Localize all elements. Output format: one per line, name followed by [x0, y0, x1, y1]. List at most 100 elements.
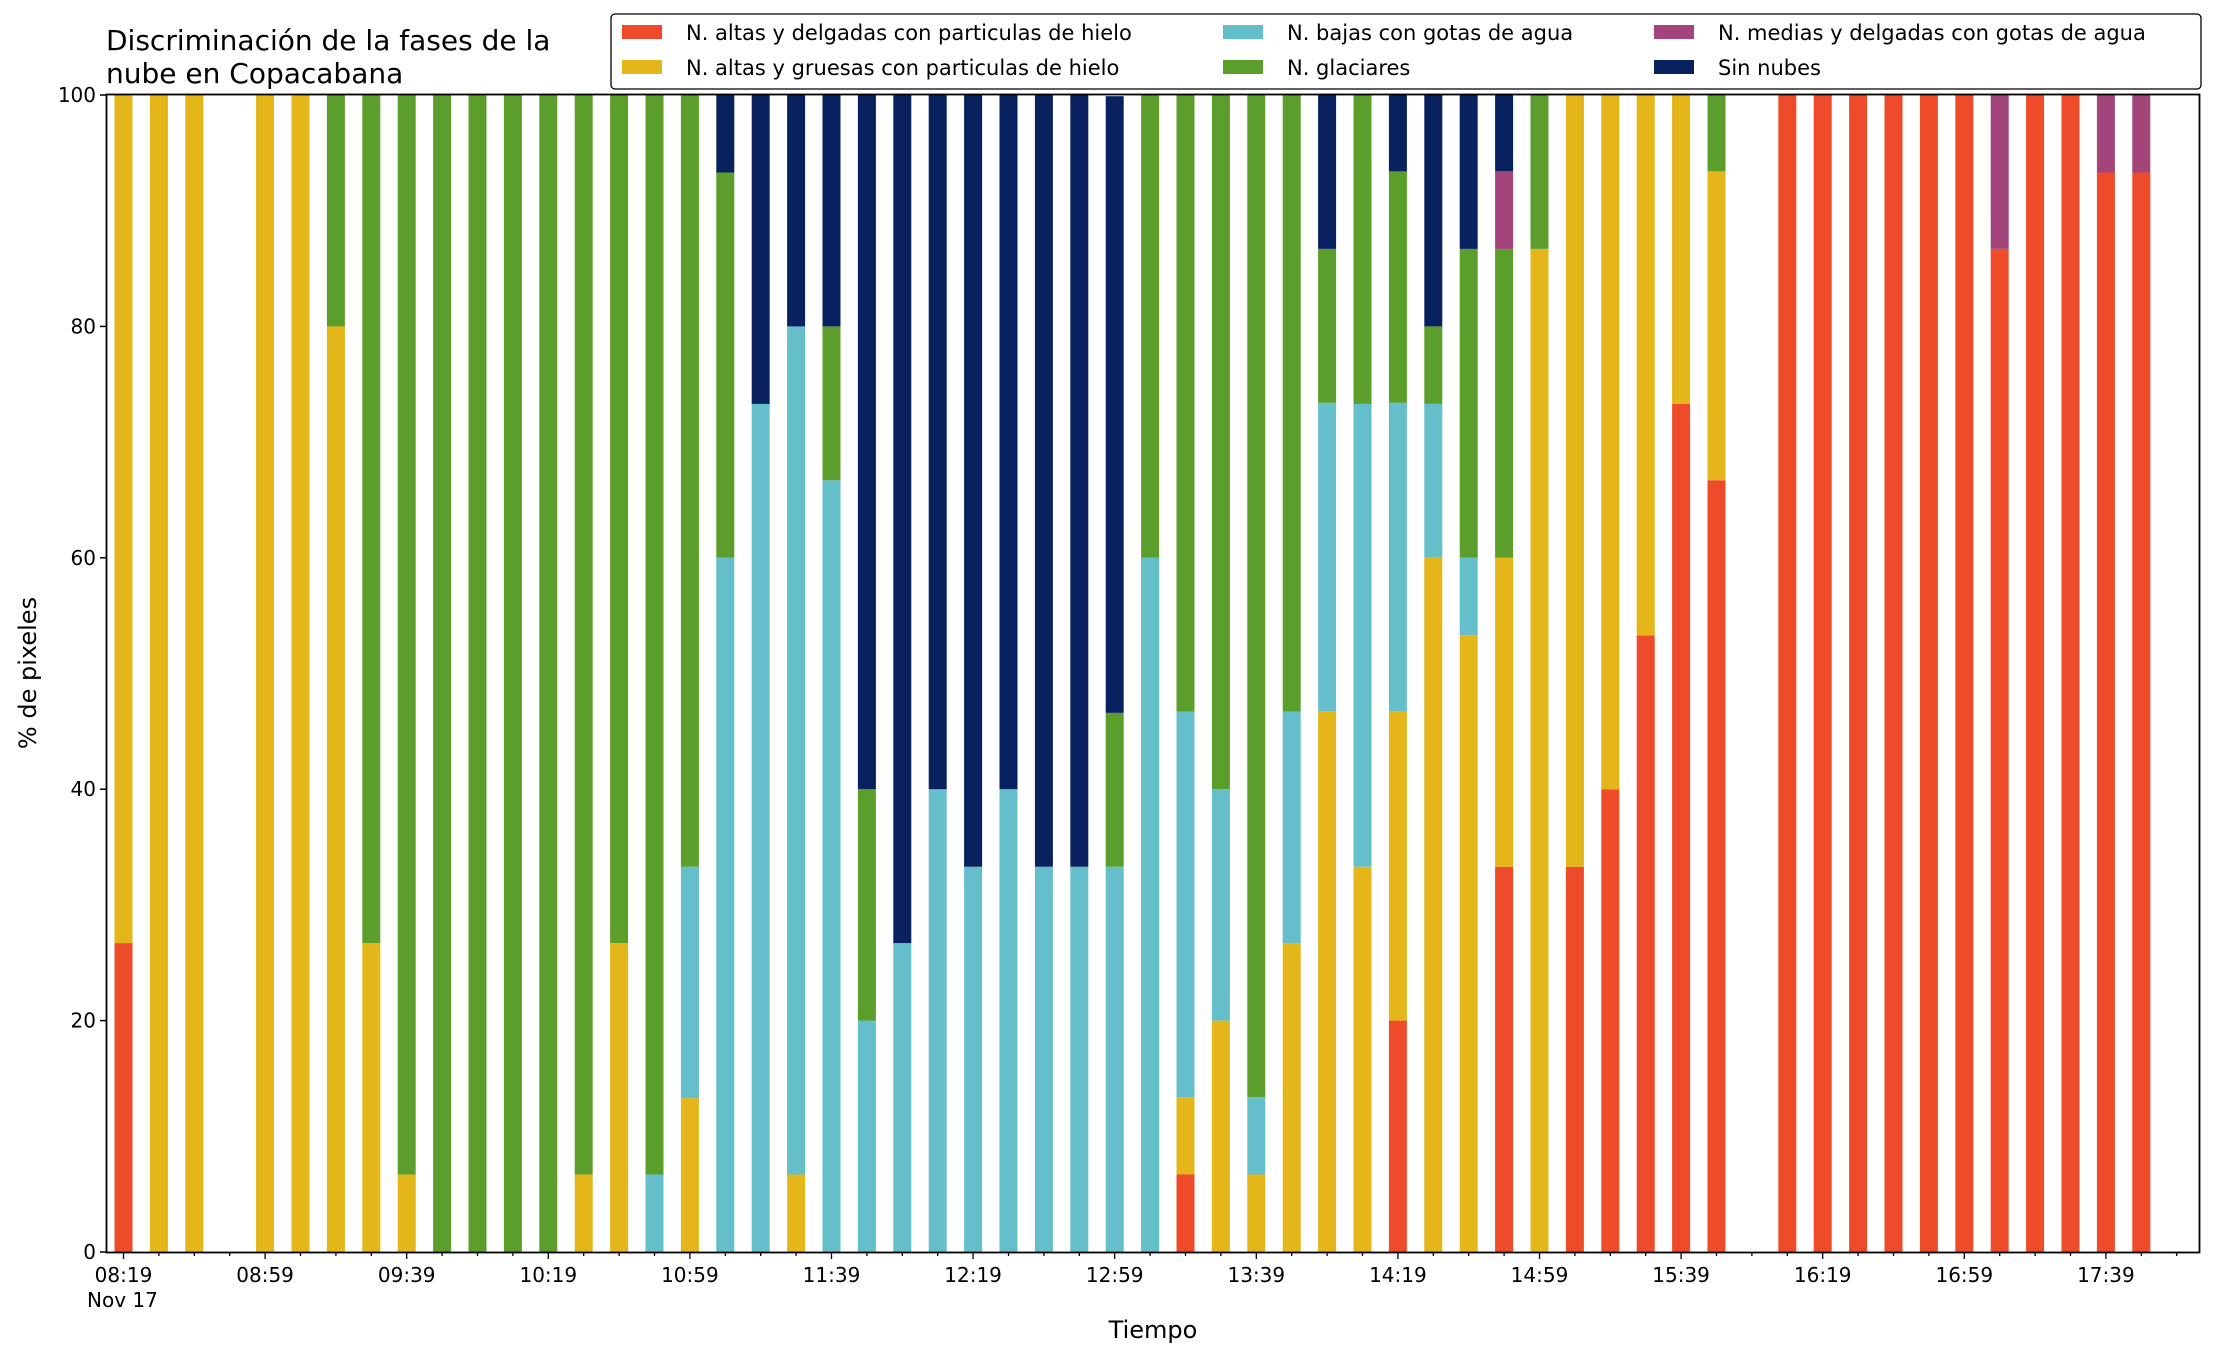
bars-layer [114, 93, 2151, 1252]
bar-segment [1672, 95, 1691, 404]
bar-segment [1388, 1020, 1407, 1252]
bar-segment [1211, 789, 1230, 1021]
bar-stack-10 [468, 95, 487, 1252]
y-tick-label: 60 [71, 546, 96, 570]
x-tick-label: 14:19 [1369, 1263, 1427, 1287]
bar-stack-50 [1884, 95, 1903, 1252]
bar-segment [2132, 172, 2151, 1252]
bar-stack-27 [1070, 95, 1089, 1252]
bar-segment [1353, 95, 1372, 404]
bar-segment [787, 95, 806, 327]
bar-segment [857, 789, 876, 1021]
bar-segment [1034, 866, 1053, 1252]
bar-stack-48 [1813, 95, 1832, 1252]
bar-stack-6 [326, 95, 345, 1252]
bar-segment [1282, 943, 1301, 1252]
bar-segment [1141, 95, 1160, 558]
bar-segment [716, 172, 735, 558]
bar-stack-7 [362, 95, 381, 1252]
bar-segment [1070, 866, 1089, 1252]
bar-stack-15 [645, 95, 664, 1252]
bar-stack-22 [893, 95, 912, 1252]
bar-segment [1176, 1096, 1195, 1175]
y-tick-label: 40 [71, 777, 96, 801]
bar-segment [503, 95, 522, 1252]
bar-stack-12 [539, 95, 558, 1252]
bar-segment [1884, 95, 1903, 1252]
bar-segment [1707, 480, 1726, 1252]
bar-stack-1 [149, 95, 168, 1252]
chart-title-line-1: Discriminación de la fases de la [106, 24, 550, 57]
legend-label: N. altas y delgadas con particulas de hi… [686, 21, 1132, 45]
bar-segment [610, 943, 629, 1252]
bar-segment [857, 1020, 876, 1252]
x-tick-label: 08:19 [95, 1263, 153, 1287]
bar-segment [1105, 866, 1124, 1252]
bar-segment [1388, 402, 1407, 712]
bar-stack-11 [503, 95, 522, 1252]
bar-segment [1424, 557, 1443, 1252]
bar-segment [1495, 93, 1514, 172]
bar-segment [362, 943, 381, 1252]
bar-segment [1176, 711, 1195, 1097]
bar-stack-26 [1034, 95, 1053, 1252]
bar-segment [645, 95, 664, 1175]
bar-stack-13 [574, 95, 593, 1252]
bar-stack-33 [1282, 95, 1301, 1252]
bar-segment [1636, 95, 1655, 636]
legend-entry: N. altas y gruesas con particulas de hie… [622, 56, 1119, 80]
bar-segment [2061, 95, 2080, 1252]
bar-stack-56 [2096, 95, 2115, 1252]
bar-segment [680, 95, 699, 867]
legend-swatch [622, 25, 662, 39]
bar-segment [2132, 95, 2151, 173]
bar-segment [1778, 95, 1797, 1252]
bar-stack-32 [1247, 93, 1266, 1252]
bar-stack-18 [751, 95, 770, 1252]
bar-stack-19 [787, 95, 806, 1252]
bar-segment [2026, 95, 2045, 1252]
x-tick-label: 15:39 [1652, 1263, 1710, 1287]
bar-segment [1990, 95, 2009, 249]
bar-segment [1636, 635, 1655, 1252]
plot-frame [105, 93, 2201, 1254]
bar-segment [1565, 95, 1584, 867]
bar-segment [1601, 789, 1620, 1252]
bar-segment [256, 95, 275, 1252]
bar-segment [1211, 95, 1230, 790]
legend-label: N. altas y gruesas con particulas de hie… [686, 56, 1119, 80]
bar-stack-36 [1388, 93, 1407, 1252]
bar-segment [362, 95, 381, 944]
bar-segment [857, 95, 876, 790]
bar-segment [1459, 635, 1478, 1252]
bar-segment [645, 1174, 664, 1252]
bar-stack-21 [857, 95, 876, 1252]
y-tick-label: 20 [71, 1009, 96, 1033]
bar-segment [1813, 95, 1832, 1252]
bar-stack-47 [1778, 95, 1797, 1252]
legend-swatch [1654, 60, 1694, 74]
bar-segment [999, 95, 1018, 790]
bar-segment [1176, 1174, 1195, 1252]
bar-segment [114, 95, 133, 944]
bar-segment [822, 326, 841, 481]
bar-stack-8 [397, 95, 416, 1252]
bar-segment [1211, 1020, 1230, 1252]
bar-segment [2096, 172, 2115, 1252]
bar-segment [291, 95, 310, 1252]
x-tick-label: 12:19 [944, 1263, 1002, 1287]
x-tick-label: 09:39 [378, 1263, 436, 1287]
bar-segment [964, 95, 983, 867]
bar-segment [1495, 557, 1514, 867]
bar-segment [1955, 95, 1974, 1252]
bar-segment [1919, 95, 1938, 1252]
bar-stack-54 [2026, 95, 2045, 1252]
legend-label: N. bajas con gotas de agua [1287, 21, 1573, 45]
bar-segment [326, 95, 345, 327]
bar-segment [1318, 248, 1337, 403]
legend-entry: Sin nubes [1654, 56, 1821, 80]
bar-stack-0 [114, 95, 133, 1252]
bar-stack-14 [610, 95, 629, 1252]
bar-segment [680, 866, 699, 1099]
